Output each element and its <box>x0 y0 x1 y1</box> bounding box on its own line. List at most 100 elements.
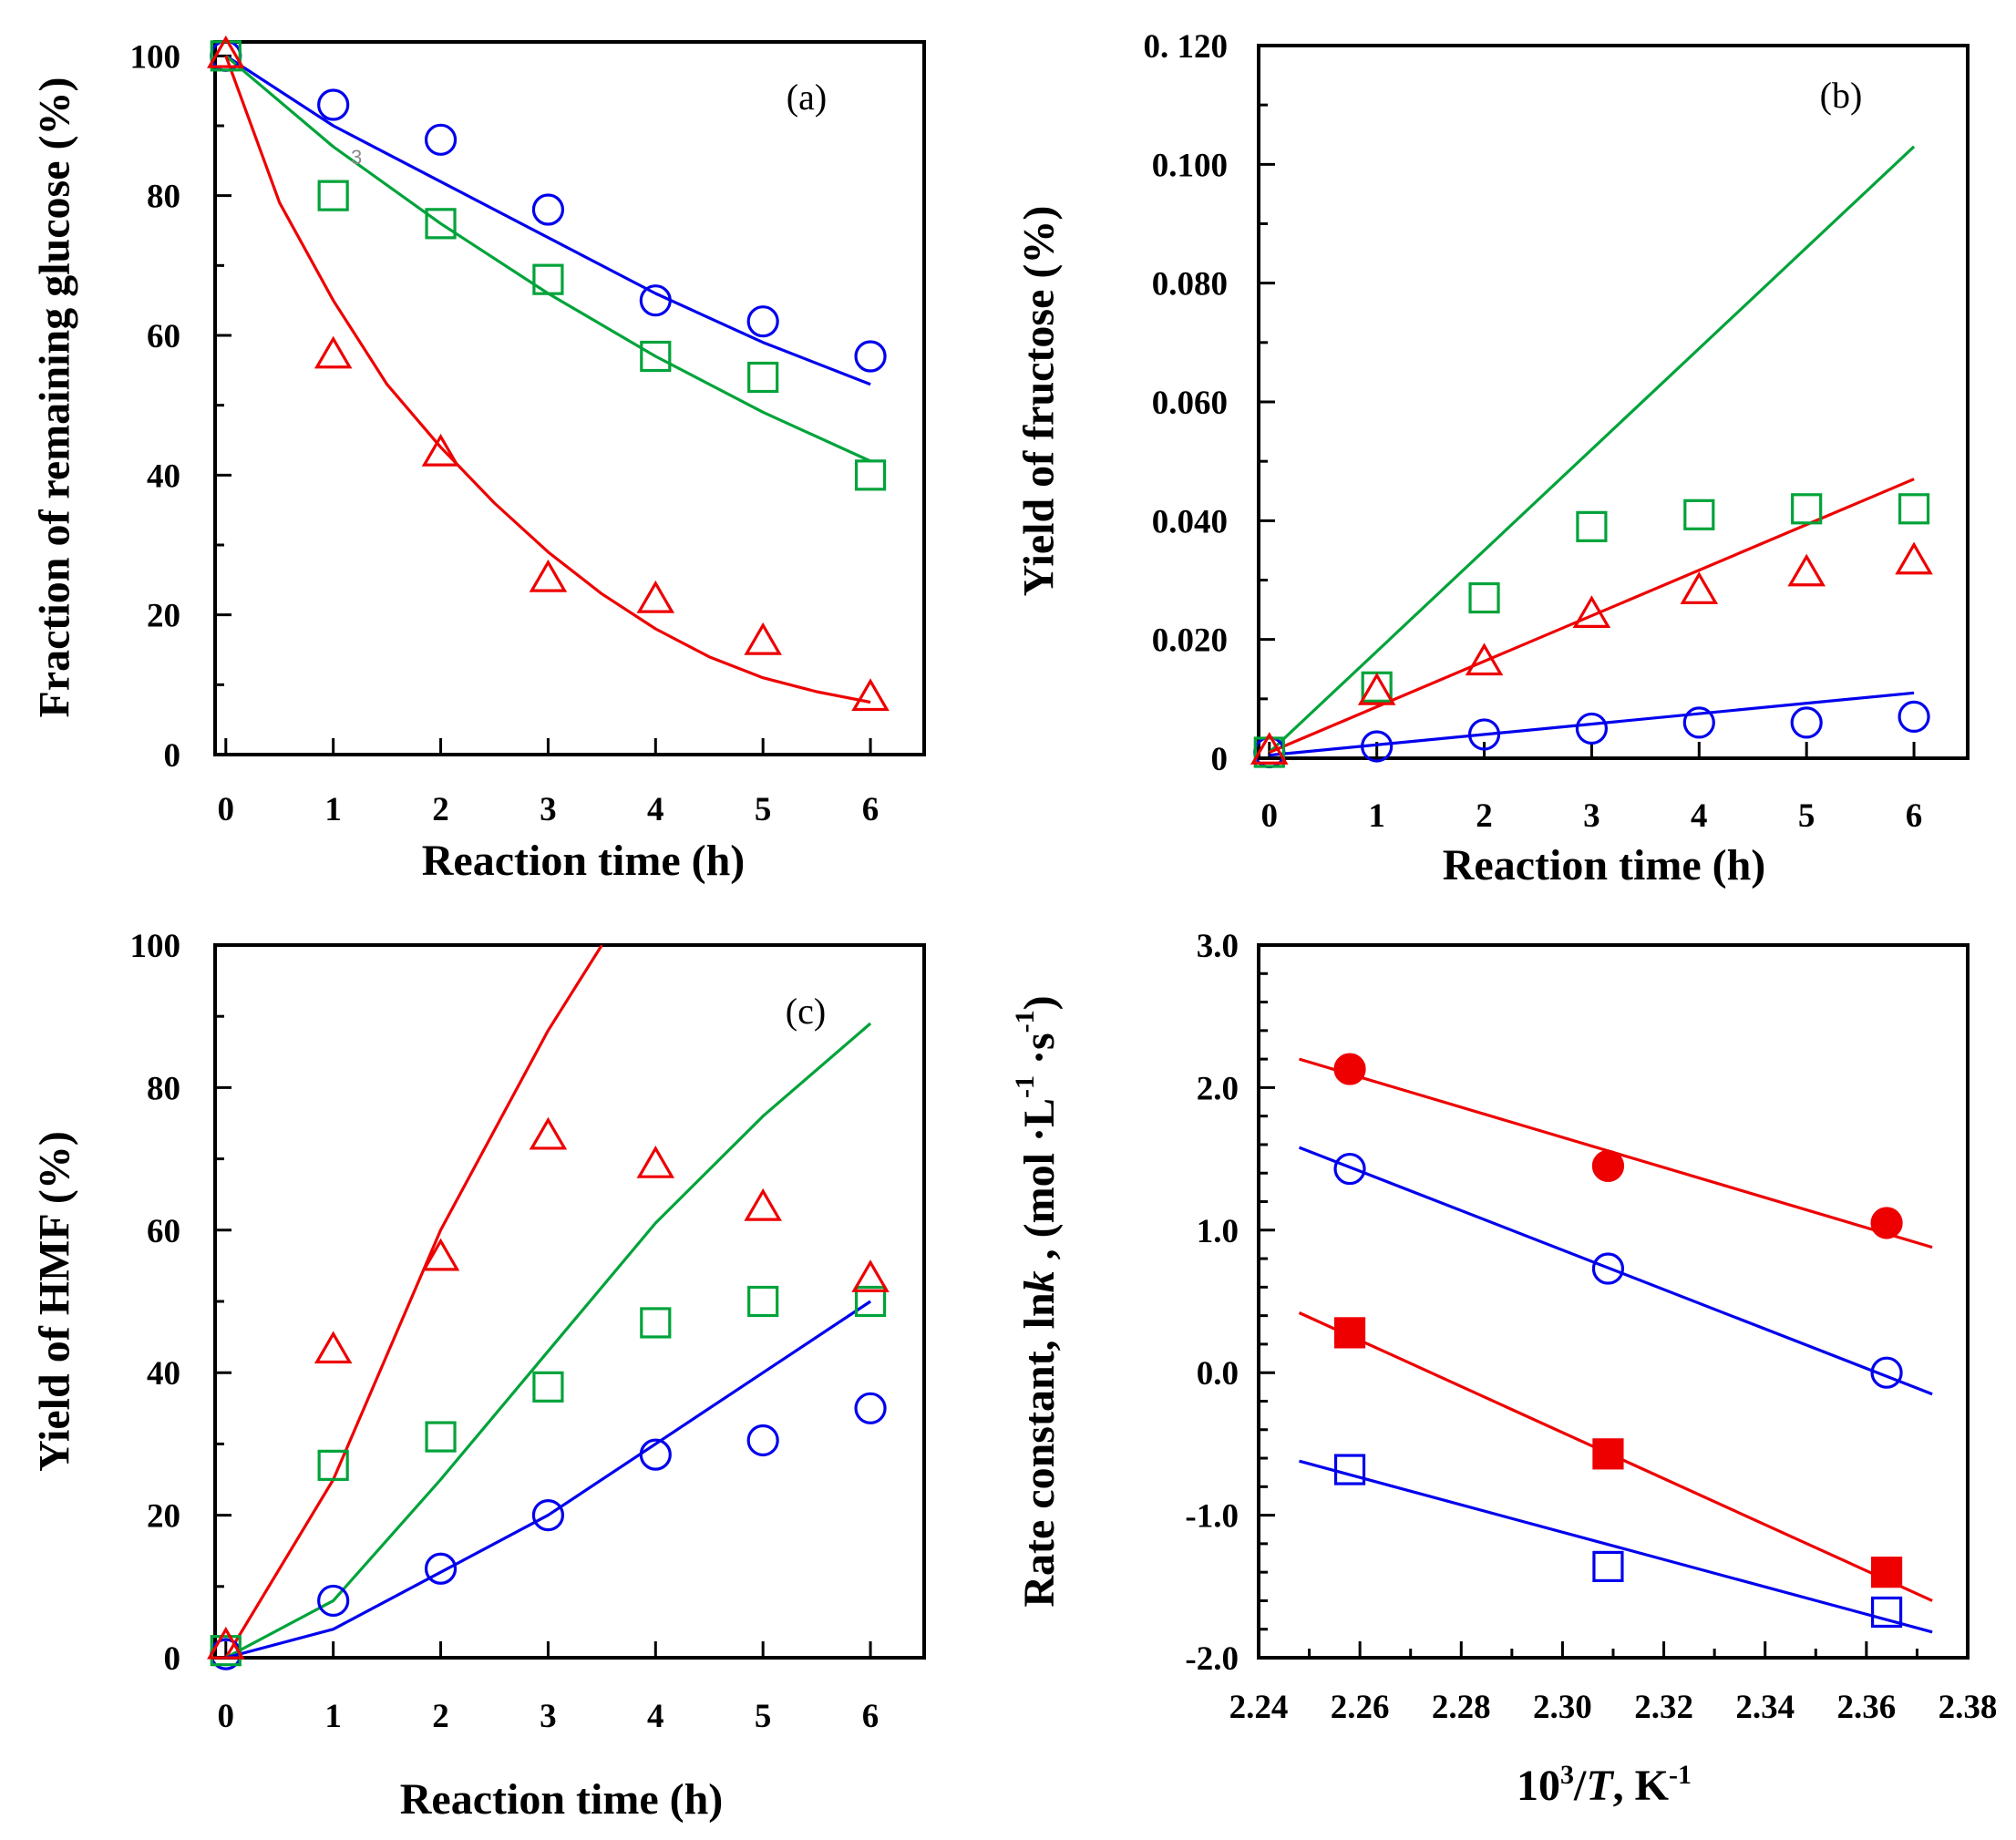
y-tick-label: 0.080 <box>1152 266 1228 303</box>
x-tick-label: 5 <box>755 1698 772 1735</box>
y-tick-label: 0.100 <box>1152 147 1228 184</box>
data-point-square <box>532 1371 564 1403</box>
data-point-circle <box>1898 700 1930 733</box>
data-point-filled-square <box>1333 1317 1366 1349</box>
data-point-circle <box>317 88 350 121</box>
axes-frame <box>1257 44 1970 760</box>
data-point-filled-circle <box>1591 1149 1625 1183</box>
axes-frame <box>213 40 926 756</box>
fit-line-blue <box>225 1300 871 1658</box>
data-point-triangle <box>207 35 245 68</box>
data-point-triangle <box>744 622 782 655</box>
fit-line-blue <box>1269 691 1915 757</box>
chart-panel-d: -2.0 -1.0 0.0 1.0 2.0 3.0 2.24 2.26 2.28 2.30 2.32… <box>1010 928 1998 1810</box>
data-point-triangle <box>636 1146 675 1178</box>
x-tick-label: 6 <box>862 791 879 828</box>
data-point-triangle <box>314 1331 353 1364</box>
fit-line-green <box>225 1022 872 1658</box>
y-tick-label: 0 <box>1211 741 1229 778</box>
data-point-circle <box>854 340 887 373</box>
x-tick-label: 2.32 <box>1634 1689 1693 1726</box>
y-tick-label: 0.060 <box>1152 385 1228 422</box>
x-tick-label: 4 <box>1691 797 1708 835</box>
data-point-filled-circle <box>1333 1053 1366 1085</box>
data-point-circle <box>531 193 565 226</box>
y-axis-label: Fraction of remaining glucose (%) <box>31 77 79 717</box>
fit-line-red <box>1269 478 1915 754</box>
x-tick-label: 5 <box>755 791 772 828</box>
x-tick-label: 1 <box>324 1698 342 1735</box>
data-point-triangle <box>851 678 890 712</box>
plot-area <box>1298 1057 1933 1634</box>
markers <box>1333 1053 1903 1629</box>
data-point-square <box>317 180 349 211</box>
data-point-square <box>532 263 564 295</box>
data-point-square <box>1468 581 1500 614</box>
y-tick-label: 40 <box>147 457 180 495</box>
x-tick-label: 2.34 <box>1735 1689 1795 1726</box>
y-tick-label: 0 <box>164 1640 181 1678</box>
x-tick-label: 3 <box>540 1698 557 1735</box>
data-point-circle <box>317 1584 350 1618</box>
y-tick-label: 80 <box>147 179 180 216</box>
data-point-triangle <box>1680 571 1719 604</box>
x-tick-label: 4 <box>647 1698 664 1735</box>
x-tick-label: 6 <box>862 1698 879 1735</box>
data-point-circle <box>639 284 672 317</box>
y-tick-label: 3.0 <box>1197 928 1239 965</box>
data-point-filled-circle <box>1870 1207 1903 1239</box>
y-tick-label: 20 <box>147 1498 180 1536</box>
x-axis-label: Reaction time (h) <box>422 837 746 885</box>
data-point-square <box>1253 736 1285 768</box>
y-tick-label: 80 <box>147 1070 180 1107</box>
data-point-circle <box>854 1392 887 1424</box>
data-point-circle <box>1682 706 1715 739</box>
x-tick-label: 2.28 <box>1432 1689 1491 1726</box>
x-axis-label: 103/T, K-1 <box>1517 1760 1692 1810</box>
y-tick-label: 0.040 <box>1152 503 1228 540</box>
stray-annotation: 3 <box>351 146 362 169</box>
x-tick-label: 6 <box>1906 797 1923 835</box>
data-point-open-square <box>1592 1550 1624 1583</box>
y-tick-label: 100 <box>130 928 181 965</box>
data-point-square <box>640 1307 672 1339</box>
data-point-triangle <box>421 433 460 467</box>
data-point-open-circle <box>1591 1252 1625 1285</box>
data-point-open-square <box>1870 1596 1903 1629</box>
x-tick-label: 2.26 <box>1331 1689 1390 1726</box>
y-tick-label: 2.0 <box>1197 1070 1239 1107</box>
x-tick-label: 0 <box>1261 797 1279 835</box>
data-point-triangle <box>636 580 675 613</box>
x-axis-label: Reaction time (h) <box>400 1775 724 1824</box>
data-point-square <box>747 1285 779 1318</box>
x-tick-label: 2.24 <box>1229 1689 1289 1726</box>
axes-frame <box>213 943 926 1660</box>
x-tick-label: 5 <box>1798 797 1815 835</box>
markers <box>207 1116 890 1670</box>
panel-label: (c) <box>786 991 826 1032</box>
y-tick-label: 20 <box>147 598 180 635</box>
x-tick-label: 2.38 <box>1939 1689 1998 1726</box>
data-point-filled-square <box>1870 1557 1903 1588</box>
data-point-triangle <box>1357 672 1396 705</box>
data-point-square <box>1898 493 1930 525</box>
data-point-circle <box>531 1498 565 1532</box>
axes-frame <box>1257 943 1970 1660</box>
data-point-square <box>1791 493 1823 525</box>
data-point-square <box>317 1449 349 1481</box>
data-point-triangle <box>1250 732 1289 765</box>
y-axis-label: Yield of fructose (%) <box>1015 206 1064 597</box>
data-point-triangle <box>1572 595 1611 628</box>
x-tick-label: 0 <box>218 1698 235 1735</box>
data-point-triangle <box>207 1626 245 1660</box>
data-point-square <box>425 208 457 240</box>
y-tick-label: -1.0 <box>1185 1498 1239 1536</box>
x-axis-label: Reaction time (h) <box>1443 841 1766 889</box>
data-point-square <box>854 1285 887 1318</box>
x-tick-label: 2 <box>432 791 449 828</box>
data-point-circle <box>1361 730 1394 763</box>
data-point-square <box>854 459 887 491</box>
x-tick-label: 2 <box>432 1698 449 1735</box>
data-point-open-square <box>1333 1454 1366 1485</box>
x-tick-label: 2 <box>1476 797 1493 835</box>
